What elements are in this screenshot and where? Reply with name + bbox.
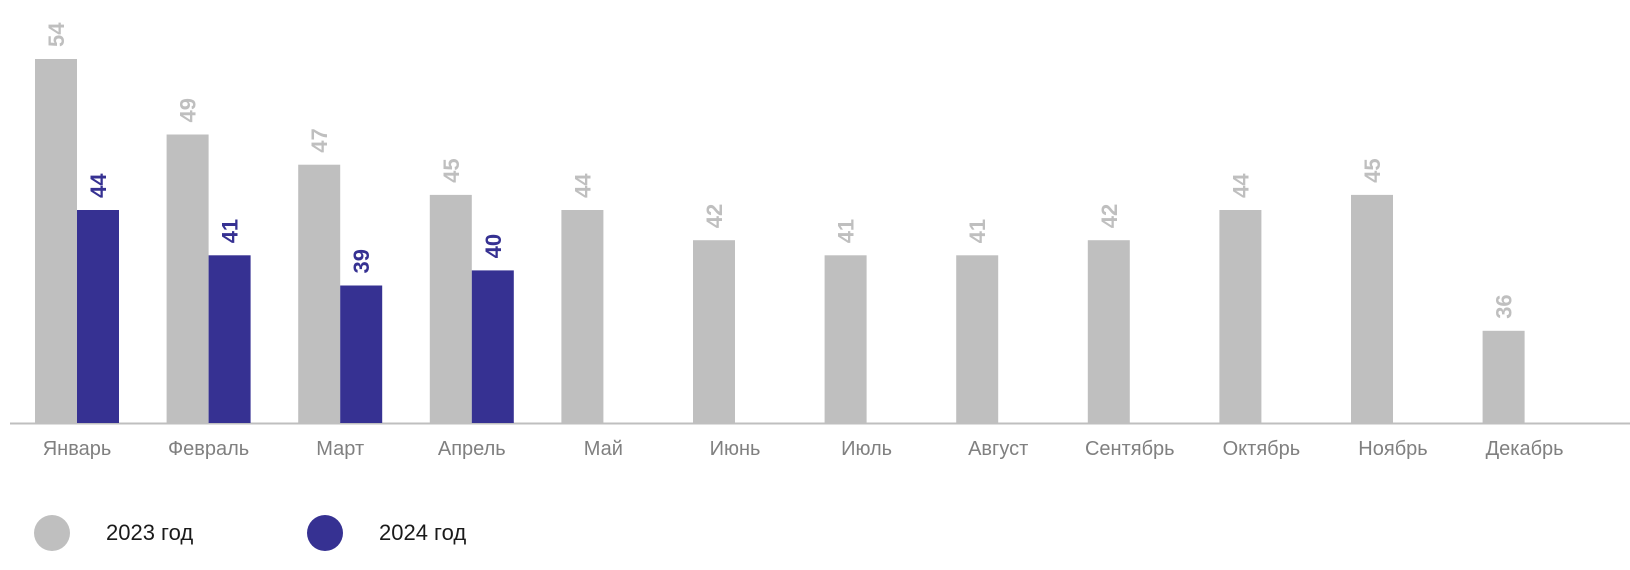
legend-label-2024: 2024 год [379, 520, 467, 545]
x-tick-label: Июнь [710, 438, 761, 460]
bar-2023 [824, 255, 867, 423]
bar-2023 [956, 255, 999, 423]
data-label-2024: 39 [349, 249, 374, 273]
x-tick-label: Январь [43, 438, 112, 460]
data-label-2023: 47 [307, 128, 332, 152]
data-label-2023: 54 [44, 22, 69, 47]
data-label-2023: 41 [965, 219, 990, 243]
x-tick-label: Март [316, 438, 364, 460]
x-tick-label: Ноябрь [1358, 438, 1427, 460]
x-tick-label: Сентябрь [1085, 438, 1175, 460]
data-label-2023: 45 [439, 158, 464, 182]
data-label-2023: 44 [1228, 173, 1253, 198]
bar-2024 [77, 210, 119, 423]
bar-2023 [561, 210, 604, 423]
data-label-2023: 42 [702, 204, 727, 228]
data-label-2023: 36 [1492, 294, 1517, 318]
bar-2023 [1219, 210, 1262, 423]
bar-2024 [208, 255, 251, 423]
bar-2024 [471, 270, 514, 423]
legend-item-2023: 2023 год [34, 514, 193, 552]
x-tick-label: Июль [841, 438, 892, 460]
data-label-2024: 44 [86, 173, 111, 198]
legend-label-2023: 2023 год [106, 520, 194, 545]
bar-2023 [166, 134, 209, 423]
legend-item-2024: 2024 год [307, 514, 466, 552]
data-label-2023: 41 [834, 219, 859, 243]
data-label-2023: 42 [1097, 204, 1122, 228]
bar-2023 [35, 59, 77, 423]
data-label-2024: 41 [218, 219, 243, 243]
x-tick-label: Август [968, 438, 1028, 460]
x-tick-label: Апрель [438, 438, 506, 460]
data-label-2023: 45 [1360, 158, 1385, 182]
bar-2023 [298, 164, 341, 423]
bar-2023 [1351, 194, 1393, 423]
legend-swatch-2024 [307, 515, 343, 551]
bar-2023 [693, 240, 735, 423]
x-tick-label: Октябрь [1223, 438, 1301, 460]
x-tick-label: Май [584, 438, 623, 460]
x-tick-label: Декабрь [1486, 438, 1564, 460]
legend-swatch-2023 [34, 515, 70, 551]
bar-2024 [340, 285, 383, 423]
bar-2023 [429, 194, 472, 423]
data-label-2023: 44 [570, 173, 595, 198]
x-tick-label: Февраль [168, 438, 249, 460]
data-label-2024: 40 [481, 234, 506, 258]
bar-2023 [1482, 330, 1525, 423]
bar-2023 [1087, 240, 1130, 423]
data-label-2023: 49 [176, 98, 201, 122]
